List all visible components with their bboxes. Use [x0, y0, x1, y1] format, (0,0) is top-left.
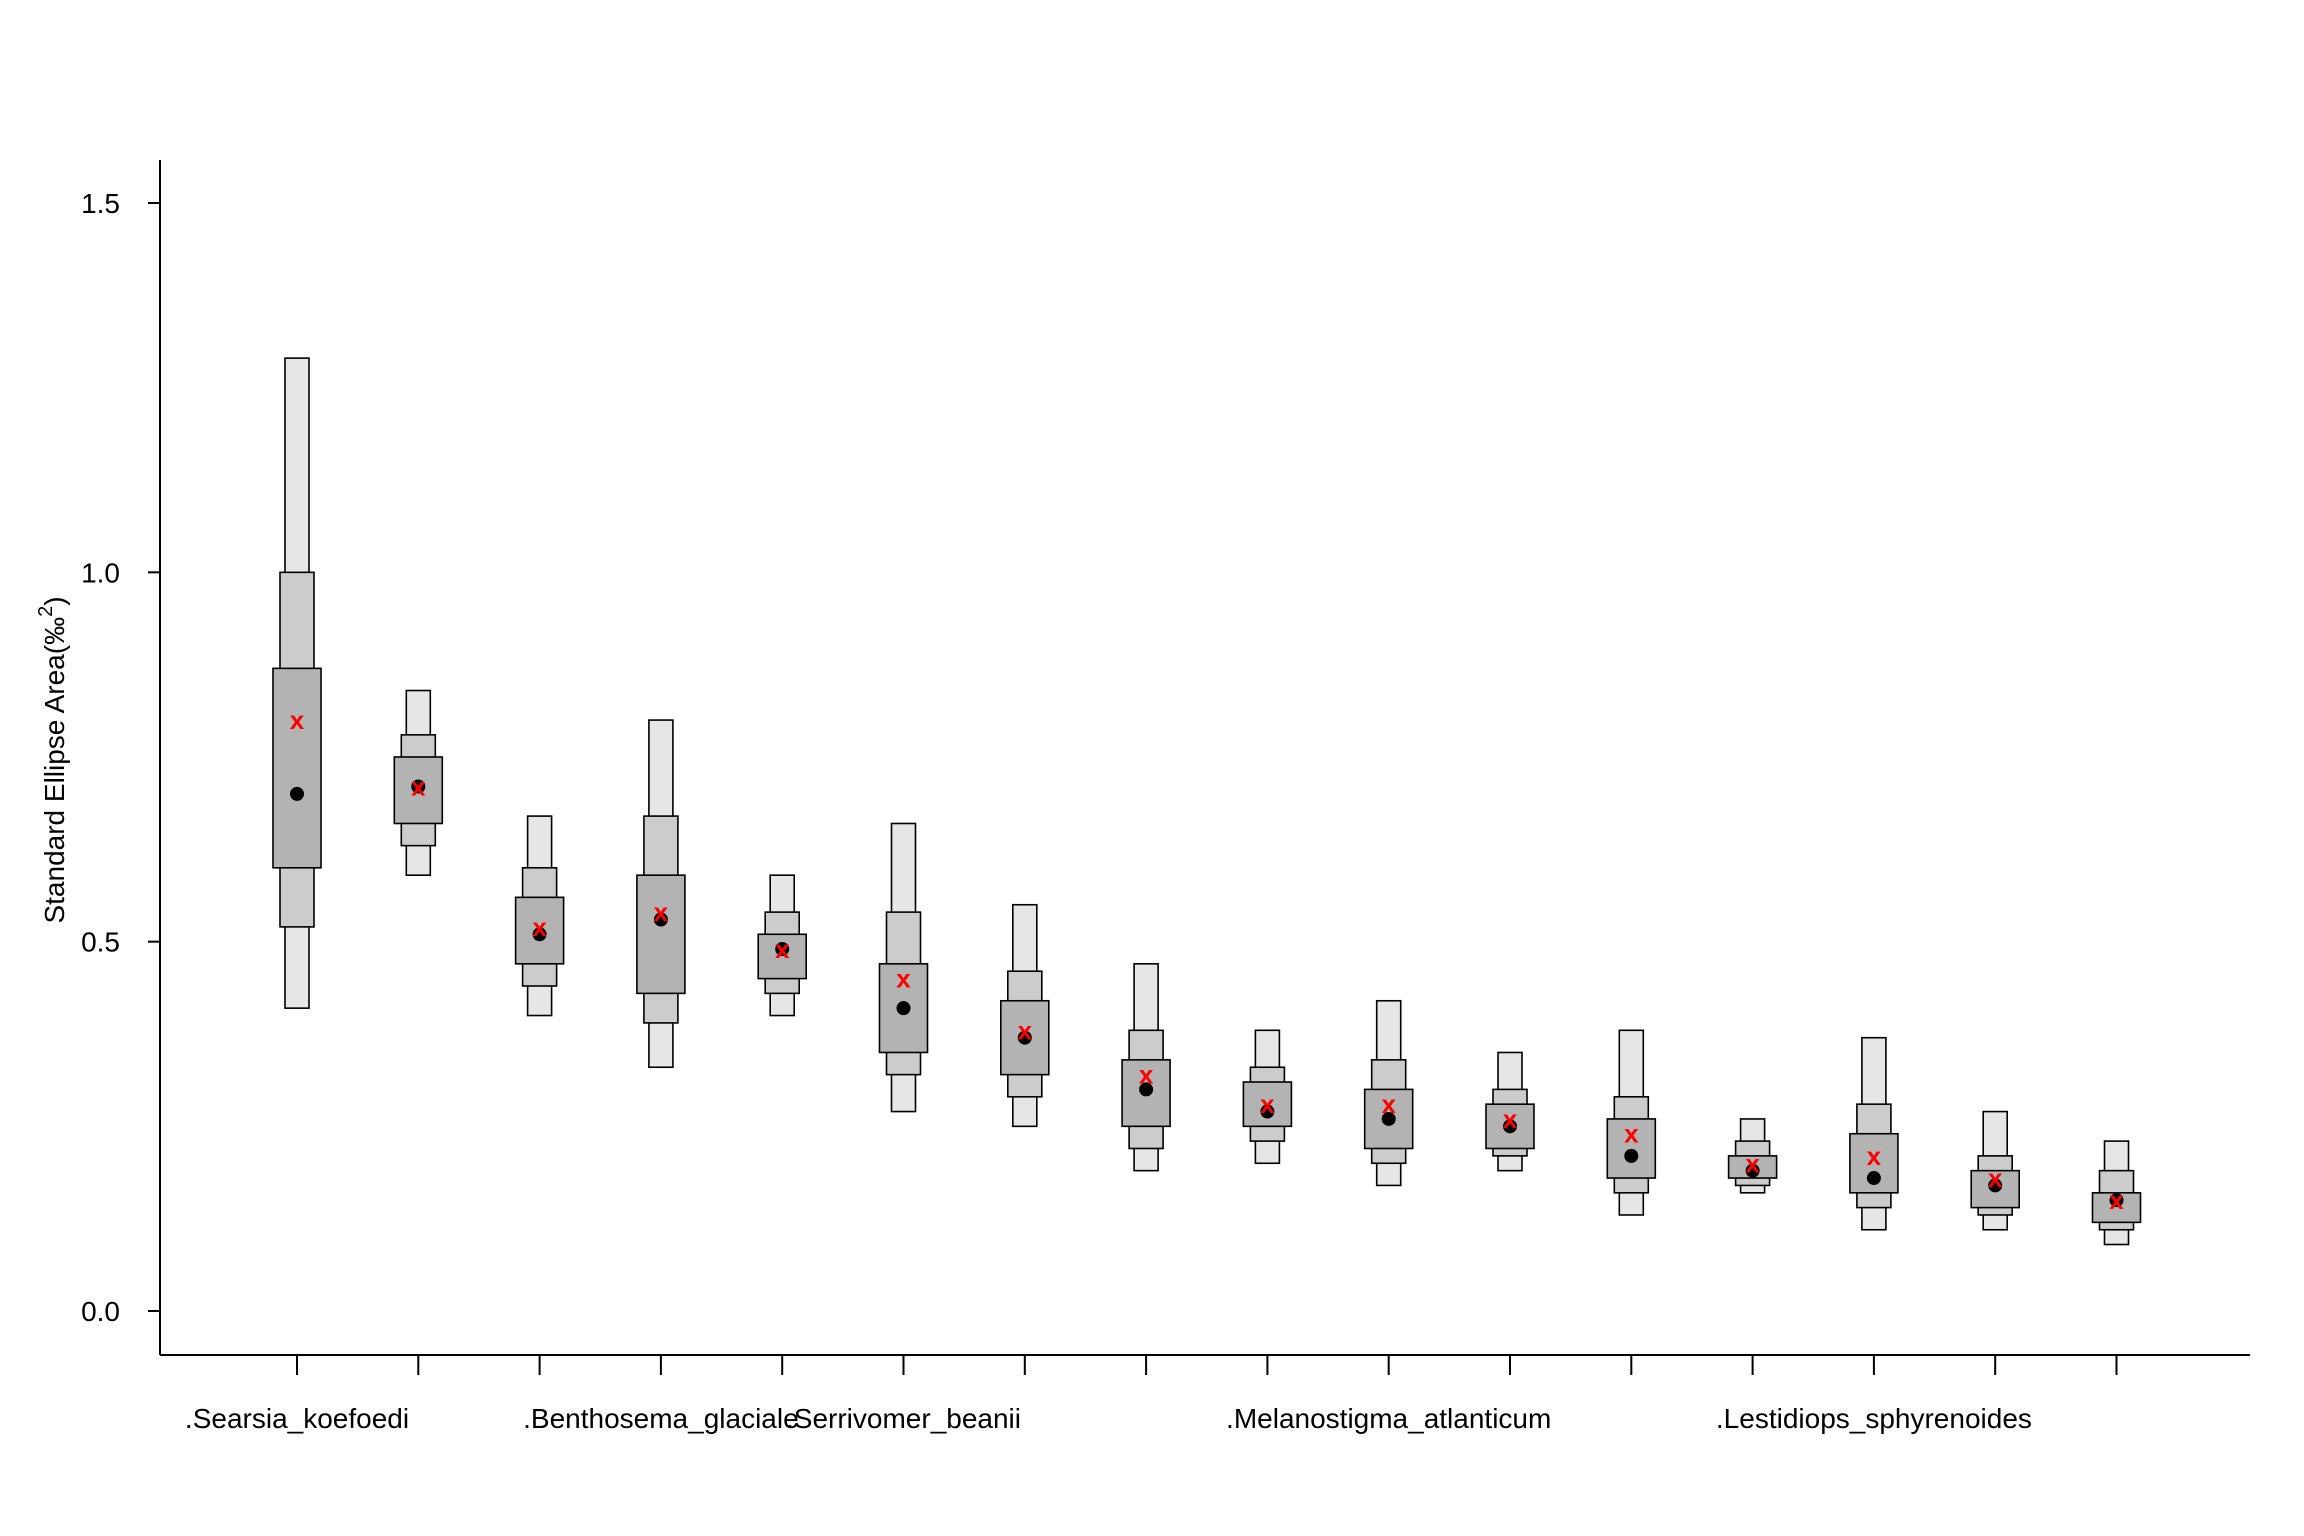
- mode-point: [411, 779, 426, 794]
- y-axis-ticks: 0.0 0.5 1.0 1.5: [81, 188, 160, 1327]
- mode-point: [1745, 1163, 1760, 1178]
- group-7: x: [1121, 963, 1171, 1172]
- ml-estimate-marker: x: [896, 964, 911, 994]
- mode-point: [896, 1001, 911, 1016]
- group-9: x: [1363, 999, 1414, 1187]
- group-2: x: [514, 815, 565, 1017]
- group-6: x: [999, 903, 1050, 1128]
- x-tick-label: .Benthosema_glaciale: [523, 1403, 799, 1434]
- x-tick-label: .Lestidiops_sphyrenoides: [1716, 1403, 2032, 1434]
- y-axis-label-text: Standard Ellipse Area: [39, 654, 70, 924]
- y-tick-label: 1.5: [81, 188, 120, 219]
- y-axis-label-unit: (‰: [39, 617, 70, 654]
- group-12: x: [1727, 1118, 1778, 1194]
- group-10: x: [1485, 1051, 1535, 1172]
- group-3: x: [636, 719, 686, 1069]
- ml-estimate-marker: x: [1139, 1060, 1154, 1090]
- x-axis-labels: .Searsia_koefoedi .Benthosema_glaciale.Se…: [185, 1403, 2032, 1434]
- ml-estimate-marker: x: [2109, 1185, 2124, 1215]
- mode-point: [1260, 1104, 1275, 1119]
- y-tick-label: 0.0: [81, 1296, 120, 1327]
- ml-estimate-marker: x: [775, 934, 790, 964]
- y-axis-label-close: ): [39, 596, 70, 605]
- plot-area: x x x x x x x x x x x x x x x x: [272, 357, 2142, 1246]
- group-1: x: [393, 689, 444, 876]
- group-5: x: [878, 822, 929, 1113]
- ml-estimate-marker: x: [1503, 1104, 1518, 1134]
- mode-point: [1503, 1119, 1517, 1134]
- credible-interval-ci50: [1606, 1118, 1657, 1179]
- mode-point: [1988, 1178, 2003, 1193]
- ml-estimate-marker: x: [1867, 1141, 1882, 1171]
- credible-interval-ci50: [757, 933, 808, 980]
- y-axis-label: Standard Ellipse Area(‰2): [35, 596, 70, 923]
- y-axis-label-superscript: 2: [35, 606, 57, 617]
- group-11: x: [1606, 1029, 1657, 1216]
- ml-estimate-marker: x: [1745, 1148, 1760, 1178]
- x-tick-label: .Melanostigma_atlanticum: [1226, 1403, 1551, 1434]
- ml-estimate-marker: x: [654, 897, 669, 927]
- mode-point: [1017, 1030, 1032, 1045]
- mode-point: [290, 786, 304, 801]
- mode-point: [1381, 1111, 1396, 1126]
- ml-estimate-marker: x: [1988, 1163, 2003, 1193]
- ml-estimate-marker: x: [1018, 1015, 1033, 1045]
- mode-point: [1866, 1171, 1881, 1186]
- mode-point: [775, 942, 790, 957]
- mode-point: [2109, 1193, 2124, 1208]
- ml-estimate-marker: x: [290, 705, 305, 735]
- ml-estimate-marker: x: [1624, 1119, 1639, 1149]
- group-8: x: [1242, 1029, 1293, 1165]
- ml-estimate-marker: x: [532, 912, 547, 942]
- group-13: x: [1849, 1036, 1899, 1231]
- group-0: x: [272, 357, 322, 1009]
- group-15: x: [2091, 1140, 2142, 1246]
- group-4: x: [757, 874, 808, 1017]
- credible-interval-ci50: [1242, 1081, 1293, 1128]
- y-tick-label: 1.0: [81, 557, 120, 588]
- ml-estimate-marker: x: [1260, 1089, 1275, 1119]
- ml-estimate-marker: x: [1381, 1089, 1396, 1119]
- mode-point: [532, 927, 547, 942]
- x-tick-label: .Searsia_koefoedi: [185, 1403, 409, 1434]
- group-14: x: [1970, 1110, 2020, 1231]
- x-axis-ticks: [296, 1355, 2118, 1375]
- mode-point: [653, 912, 668, 927]
- x-tick-label: .Serrivomer_beanii: [786, 1403, 1021, 1434]
- credible-interval-ci50: [636, 874, 686, 995]
- ml-estimate-marker: x: [411, 772, 426, 802]
- mode-point: [1624, 1148, 1639, 1163]
- y-tick-label: 0.5: [81, 927, 120, 958]
- mode-point: [1139, 1082, 1154, 1097]
- credible-interval-ci50: [272, 667, 322, 869]
